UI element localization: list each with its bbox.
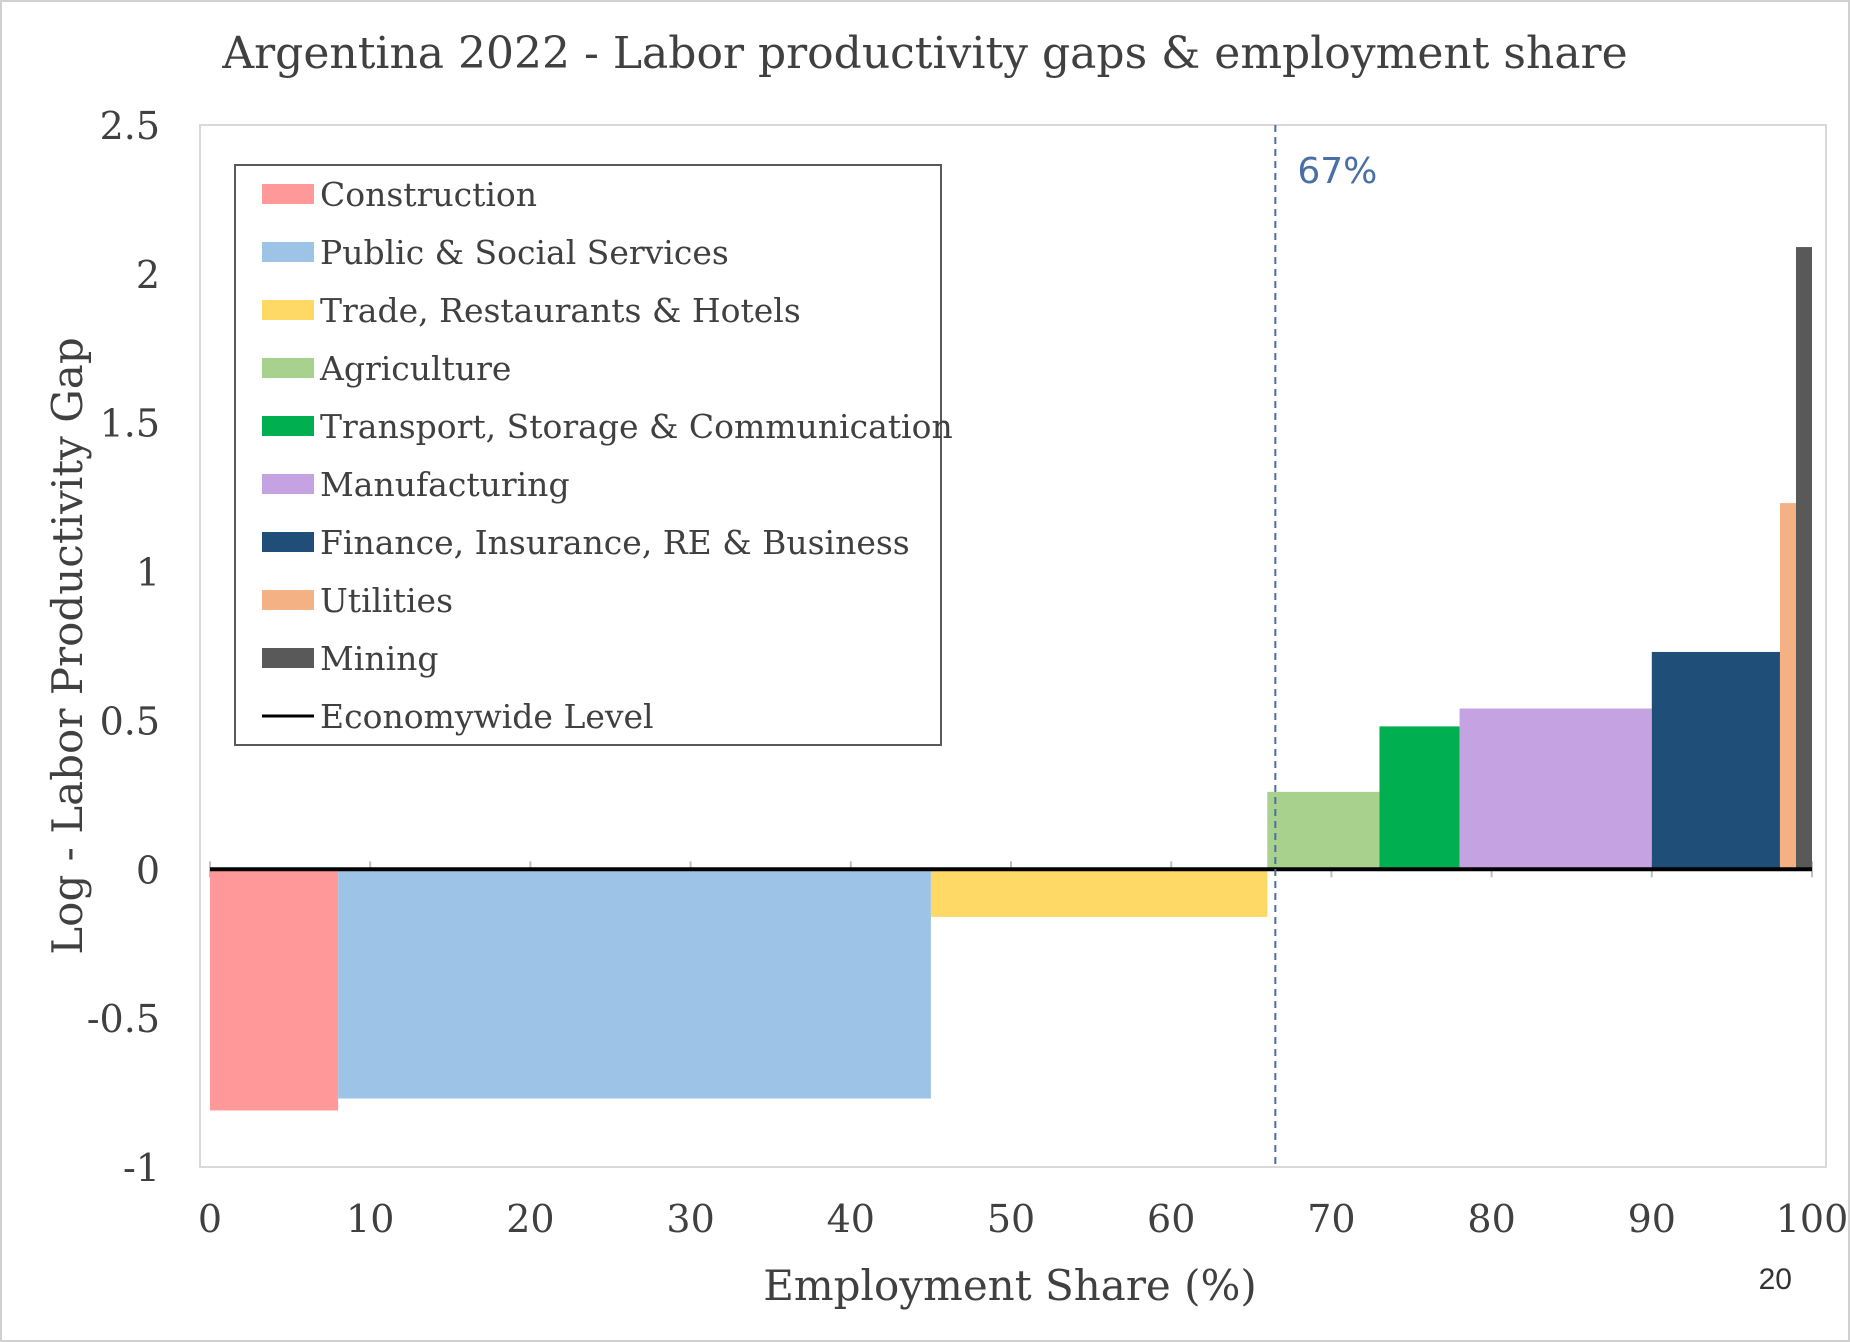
legend-label: Manufacturing bbox=[320, 465, 570, 504]
legend-swatch bbox=[262, 532, 314, 552]
x-tick-label: 40 bbox=[827, 1197, 875, 1241]
bar-mining bbox=[1795, 247, 1812, 870]
y-tick-label: 2 bbox=[136, 253, 160, 297]
legend-swatch bbox=[262, 184, 314, 204]
legend-label: Trade, Restaurants & Hotels bbox=[320, 291, 801, 330]
x-axis-ticks: 0 10 20 30 40 50 60 70 80 90 100 bbox=[198, 861, 1848, 1241]
y-tick-label: -1 bbox=[123, 1146, 160, 1190]
reference-line-label: 67% bbox=[1297, 151, 1377, 192]
chart-title: Argentina 2022 - Labor productivity gaps… bbox=[221, 28, 1627, 79]
legend-swatch bbox=[262, 416, 314, 436]
legend-label: Economywide Level bbox=[320, 697, 654, 736]
x-axis-label: Employment Share (%) bbox=[763, 1261, 1257, 1310]
y-tick-label: -0.5 bbox=[87, 997, 160, 1041]
x-tick-label: 10 bbox=[346, 1197, 394, 1241]
y-axis-label: Log - Labor Productivity Gap bbox=[43, 337, 92, 954]
y-tick-label: 1 bbox=[136, 551, 160, 595]
x-tick-label: 30 bbox=[666, 1197, 714, 1241]
page-number: 20 bbox=[1758, 1263, 1792, 1296]
legend-swatch bbox=[262, 242, 314, 262]
legend-items: Construction Public & Social Services Trad… bbox=[262, 175, 953, 736]
legend-swatch bbox=[262, 590, 314, 610]
legend-label: Agriculture bbox=[319, 349, 511, 388]
x-tick-label: 70 bbox=[1307, 1197, 1355, 1241]
x-tick-label: 0 bbox=[198, 1197, 222, 1241]
y-axis-ticks: 2.5 2 1.5 1 0.5 0 -0.5 -1 bbox=[87, 104, 160, 1190]
x-tick-label: 100 bbox=[1776, 1197, 1849, 1241]
bar-manufacturing bbox=[1459, 708, 1652, 870]
x-tick-label: 50 bbox=[987, 1197, 1035, 1241]
bar-trade-restaurants-hotels bbox=[930, 869, 1268, 917]
x-tick-label: 60 bbox=[1147, 1197, 1195, 1241]
legend-label: Public & Social Services bbox=[320, 233, 729, 272]
bar-agriculture bbox=[1267, 791, 1380, 870]
legend-swatch bbox=[262, 358, 314, 378]
x-tick-label: 80 bbox=[1467, 1197, 1515, 1241]
plot-area-border bbox=[199, 124, 1827, 1168]
legend-label: Utilities bbox=[320, 581, 453, 620]
legend-swatch bbox=[262, 300, 314, 320]
y-tick-label: 1.5 bbox=[100, 402, 160, 446]
bar-transport-storage-communication bbox=[1379, 726, 1460, 870]
legend-label: Transport, Storage & Communication bbox=[320, 407, 953, 446]
legend-label: Mining bbox=[320, 639, 439, 678]
legend-swatch bbox=[262, 474, 314, 494]
x-tick-label: 20 bbox=[506, 1197, 554, 1241]
bar-utilities bbox=[1779, 503, 1796, 870]
legend-label: Finance, Insurance, RE & Business bbox=[320, 523, 910, 562]
legend-box bbox=[234, 164, 942, 746]
legend: Construction Public & Social Services Trad… bbox=[234, 164, 953, 746]
y-tick-label: 0.5 bbox=[100, 699, 160, 743]
x-tick-label: 90 bbox=[1628, 1197, 1676, 1241]
legend-label: Construction bbox=[320, 175, 537, 214]
bar-public-social-services bbox=[338, 869, 931, 1099]
bar-construction bbox=[210, 869, 339, 1111]
y-tick-label: 2.5 bbox=[100, 104, 160, 148]
bar-finance-insurance-re-business bbox=[1651, 651, 1780, 870]
y-tick-label: 0 bbox=[136, 848, 160, 892]
legend-swatch bbox=[262, 648, 314, 668]
bars bbox=[210, 247, 1812, 1111]
